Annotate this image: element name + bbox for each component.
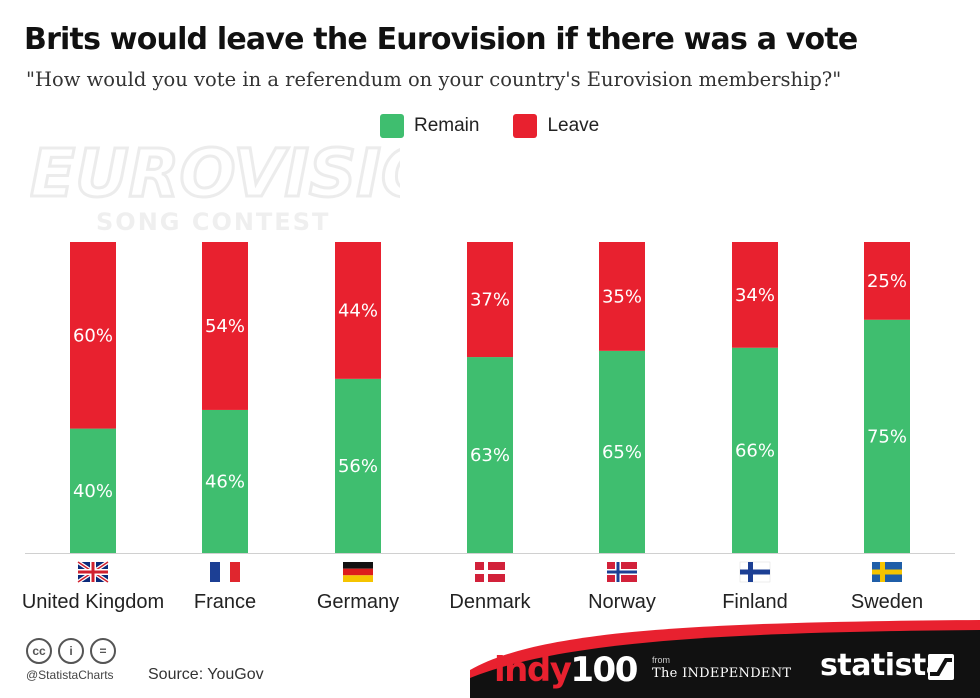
bar-remain-2[interactable] — [335, 378, 381, 553]
statista-handle: @StatistaCharts — [26, 668, 114, 682]
bar-remain-3[interactable] — [467, 357, 513, 553]
stacked-bar-chart: 40% 60% 46% 54% 56% 44% 63% 37% 65% 35% 66% 34% 75% 2… — [22, 242, 955, 613]
bar-leave-2[interactable] — [335, 242, 381, 379]
legend-swatch-remain — [380, 114, 404, 138]
flags-group — [76, 560, 902, 584]
x-tick-label-1: France — [194, 591, 256, 613]
statista-logo-text: statista — [820, 648, 946, 683]
bar-remain-0[interactable] — [70, 428, 116, 553]
bar-label-leave-5: 34% — [735, 285, 775, 306]
bar-label-leave-2: 44% — [338, 300, 378, 321]
statista-mark-icon — [928, 654, 954, 680]
bar-label-leave-0: 60% — [73, 325, 113, 346]
source-note: Source: YouGov — [148, 666, 264, 683]
attribution-icon: i — [58, 638, 84, 664]
norway-flag — [607, 562, 637, 582]
x-tick-label-2: Germany — [317, 591, 399, 613]
bars-group: 40% 60% 46% 54% 56% 44% 63% 37% 65% 35% 66% 34% 75% 2… — [70, 242, 910, 553]
creative-commons-icons: cc i = — [26, 638, 116, 664]
france-flag — [210, 562, 240, 582]
x-axis-labels: United Kingdom France Germany Denmark Norway… — [22, 591, 923, 613]
bar-remain-4[interactable] — [599, 350, 645, 553]
eurovision-watermark: EUROVISION SONG CONTEST — [30, 134, 400, 237]
sweden-flag — [872, 562, 902, 582]
legend-label-remain: Remain — [414, 115, 480, 136]
from-label: from — [652, 655, 670, 665]
germany-flag — [343, 562, 373, 582]
bar-leave-3[interactable] — [467, 242, 513, 358]
no-derivatives-icon: = — [90, 638, 116, 664]
watermark-logo-text: EUROVISION — [30, 135, 400, 212]
cc-icon: cc — [26, 638, 52, 664]
x-tick-label-3: Denmark — [449, 591, 531, 613]
x-tick-label-4: Norway — [588, 591, 656, 613]
bar-leave-1[interactable] — [202, 242, 248, 410]
chart-subtitle: "How would you vote in a referendum on y… — [26, 68, 842, 91]
x-tick-label-5: Finland — [722, 591, 788, 613]
uk-flag — [76, 560, 110, 584]
bar-leave-4[interactable] — [599, 242, 645, 351]
indy100-logo: indy100 — [494, 650, 638, 690]
indy-number: 100 — [570, 650, 638, 690]
bar-label-remain-4: 65% — [602, 442, 642, 463]
bar-remain-6[interactable] — [864, 319, 910, 553]
footer-band — [470, 620, 980, 698]
bar-label-remain-6: 75% — [867, 426, 907, 447]
indy-text: indy — [494, 650, 572, 690]
x-tick-label-6: Sweden — [851, 591, 923, 613]
bar-label-remain-2: 56% — [338, 456, 378, 477]
bar-label-remain-0: 40% — [73, 481, 113, 502]
bar-leave-5[interactable] — [732, 242, 778, 348]
bar-label-remain-3: 63% — [470, 445, 510, 466]
footer-dark-band — [470, 630, 980, 698]
denmark-flag — [475, 562, 505, 582]
watermark-subtext: SONG CONTEST — [96, 208, 330, 236]
bar-label-remain-1: 46% — [205, 471, 245, 492]
legend: Remain Leave — [380, 114, 633, 138]
legend-swatch-leave — [513, 114, 538, 138]
legend-item-leave[interactable]: Leave — [513, 114, 599, 138]
bar-label-leave-4: 35% — [602, 286, 642, 307]
legend-label-leave: Leave — [547, 115, 600, 136]
independent-logo: The INDEPENDENT — [652, 666, 792, 681]
finland-flag — [739, 561, 771, 583]
x-tick-label-0: United Kingdom — [22, 591, 164, 613]
legend-item-remain[interactable]: Remain — [380, 114, 479, 138]
bar-remain-5[interactable] — [732, 347, 778, 553]
bar-label-leave-3: 37% — [470, 290, 510, 311]
chart-title: Brits would leave the Eurovision if ther… — [24, 22, 858, 57]
bar-label-remain-5: 66% — [735, 440, 775, 461]
bar-label-leave-6: 25% — [867, 271, 907, 292]
bar-leave-6[interactable] — [864, 242, 910, 320]
bar-remain-1[interactable] — [202, 409, 248, 553]
bar-label-leave-1: 54% — [205, 316, 245, 337]
bar-leave-0[interactable] — [70, 242, 116, 429]
